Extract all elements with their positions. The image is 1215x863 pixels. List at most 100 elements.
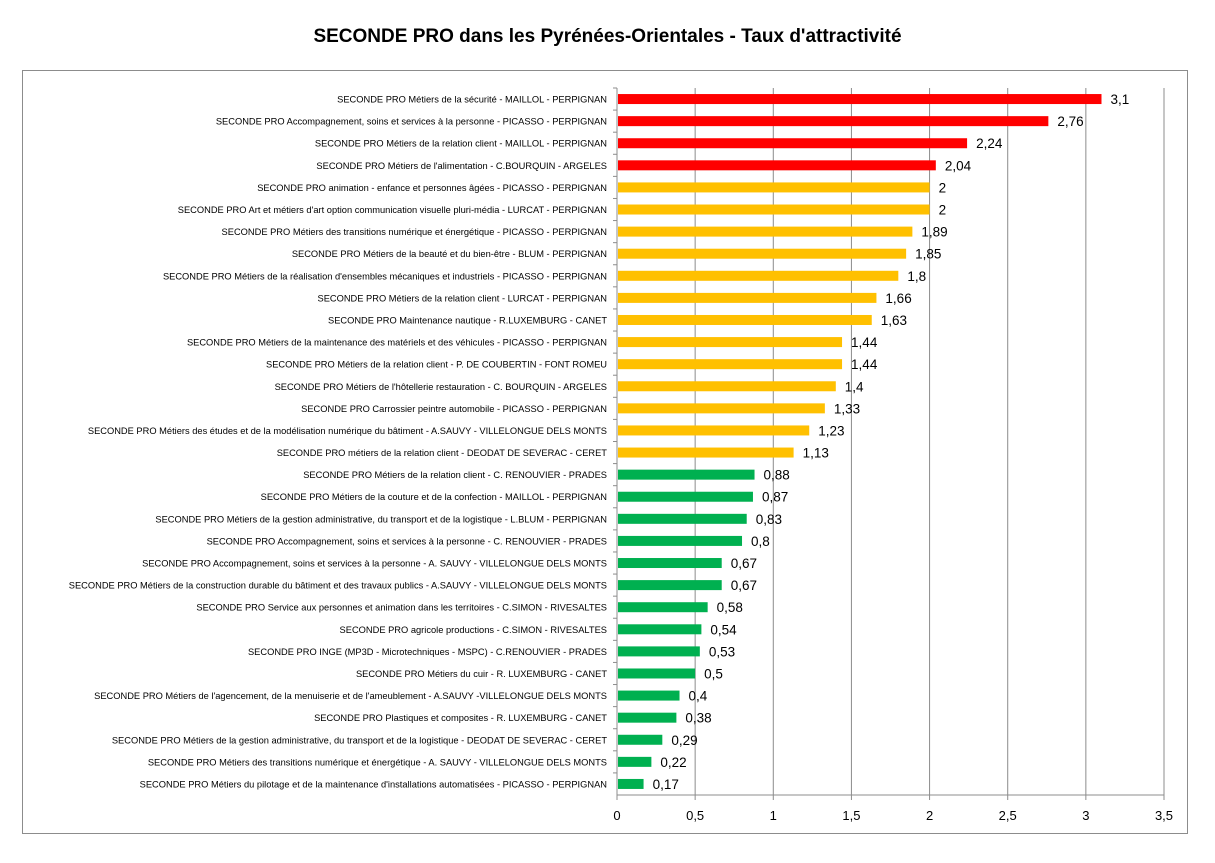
data-label: 0,22 [660, 755, 686, 770]
bar [618, 248, 907, 259]
bar [618, 182, 930, 193]
data-label: 1,44 [851, 335, 878, 350]
category-label: SECONDE PRO Métiers de la relation clien… [318, 293, 608, 303]
category-label: SECONDE PRO Métiers de l'alimentation - … [316, 161, 607, 171]
data-label: 0,58 [717, 600, 743, 615]
bar [618, 160, 936, 171]
data-label: 0,83 [756, 512, 782, 527]
category-label: SECONDE PRO Métiers des transitions numé… [222, 227, 607, 237]
category-label: SECONDE PRO Métiers de l'agencement, de … [94, 691, 607, 701]
chart-frame [22, 70, 1188, 834]
data-label: 0,87 [762, 490, 788, 505]
bar [618, 668, 696, 679]
chart-title: SECONDE PRO dans les Pyrénées-Orientales… [313, 26, 902, 47]
data-label: 3,1 [1110, 92, 1129, 107]
category-label: SECONDE PRO Carrossier peintre automobil… [301, 404, 607, 414]
category-label: SECONDE PRO animation - enfance et perso… [257, 183, 607, 193]
category-label: SECONDE PRO Métiers de la sécurité - MAI… [337, 95, 607, 105]
data-label: 0,8 [751, 534, 770, 549]
data-label: 0,17 [653, 777, 679, 792]
bar [618, 602, 708, 613]
x-tick-label: 1,5 [842, 808, 860, 823]
bar [618, 712, 677, 723]
data-label: 1,44 [851, 357, 878, 372]
x-tick-label: 0,5 [686, 808, 704, 823]
category-label: SECONDE PRO Métiers de la beauté et du b… [292, 249, 607, 259]
data-label: 1,8 [907, 269, 926, 284]
category-label: SECONDE PRO métiers de la relation clien… [277, 448, 608, 458]
category-label: SECONDE PRO Accompagnement, soins et ser… [142, 559, 607, 569]
category-label: SECONDE PRO Métiers de la relation clien… [303, 470, 607, 480]
data-label: 1,4 [845, 379, 864, 394]
data-label: 0,88 [764, 468, 790, 483]
data-label: 0,54 [710, 622, 737, 637]
bar [618, 646, 700, 657]
category-label: SECONDE PRO Métiers du pilotage et de la… [140, 779, 607, 789]
bar [618, 580, 722, 591]
bar [618, 381, 836, 392]
data-label: 1,23 [818, 423, 844, 438]
bar [618, 491, 753, 502]
category-label: SECONDE PRO Métiers de la relation clien… [315, 139, 607, 149]
category-label: SECONDE PRO Métiers de la gestion admini… [155, 514, 607, 524]
data-label: 1,13 [803, 446, 829, 461]
data-label: 2 [939, 180, 947, 195]
category-label: SECONDE PRO Métiers des études et de la … [88, 426, 607, 436]
category-label: SECONDE PRO Plastiques et composites - R… [314, 713, 607, 723]
data-label: 1,33 [834, 401, 860, 416]
x-tick-label: 2 [926, 808, 933, 823]
x-tick-label: 3,5 [1155, 808, 1173, 823]
bar [618, 624, 702, 635]
bar [618, 292, 877, 303]
bar [618, 535, 743, 546]
category-label: SECONDE PRO Métiers du cuir - R. LUXEMBU… [356, 669, 607, 679]
bar [618, 204, 930, 215]
data-label: 0,5 [704, 666, 723, 681]
category-label: SECONDE PRO Service aux personnes et ani… [196, 603, 607, 613]
x-tick-label: 2,5 [999, 808, 1017, 823]
category-label: SECONDE PRO Métiers de la maintenance de… [187, 338, 607, 348]
data-label: 2 [939, 203, 947, 218]
data-label: 1,63 [881, 313, 907, 328]
data-label: 1,66 [885, 291, 911, 306]
bar [618, 734, 663, 745]
data-label: 0,67 [731, 556, 757, 571]
data-label: 0,38 [685, 711, 711, 726]
data-label: 2,04 [945, 158, 972, 173]
bar [618, 270, 899, 281]
bar [618, 138, 968, 149]
category-label: SECONDE PRO Métiers de la couture et de … [261, 492, 607, 502]
x-tick-label: 3 [1082, 808, 1089, 823]
data-label: 1,89 [921, 225, 947, 240]
category-label: SECONDE PRO Métiers de la gestion admini… [112, 735, 607, 745]
data-label: 2,76 [1057, 114, 1083, 129]
bar [618, 359, 843, 370]
bar [618, 513, 747, 524]
category-label: SECONDE PRO Métiers des transitions numé… [148, 757, 607, 767]
x-tick-label: 1 [770, 808, 777, 823]
data-label: 0,67 [731, 578, 757, 593]
data-label: 0,4 [689, 689, 708, 704]
category-label: SECONDE PRO Accompagnement, soins et ser… [207, 536, 607, 546]
data-label: 1,85 [915, 247, 941, 262]
category-label: SECONDE PRO Métiers de la réalisation d'… [163, 271, 607, 281]
data-label: 2,24 [976, 136, 1003, 151]
bar [618, 690, 680, 701]
bar [618, 756, 652, 767]
category-label: SECONDE PRO INGE (MP3D - Microtechniques… [248, 647, 607, 657]
category-label: SECONDE PRO Art et métiers d'art option … [178, 205, 607, 215]
bar [618, 425, 810, 436]
bar [618, 337, 843, 348]
category-label: SECONDE PRO Métiers de la construction d… [69, 581, 607, 591]
bar [618, 778, 644, 789]
data-label: 0,29 [671, 733, 697, 748]
category-label: SECONDE PRO agricole productions - C.SIM… [340, 625, 607, 635]
bar [618, 226, 913, 237]
category-label: SECONDE PRO Métiers de l'hôtellerie rest… [275, 382, 607, 392]
category-label: SECONDE PRO Maintenance nautique - R.LUX… [328, 315, 607, 325]
category-label: SECONDE PRO Accompagnement, soins et ser… [216, 117, 607, 127]
bar [618, 116, 1049, 127]
data-label: 0,53 [709, 644, 735, 659]
x-tick-label: 0 [613, 808, 620, 823]
